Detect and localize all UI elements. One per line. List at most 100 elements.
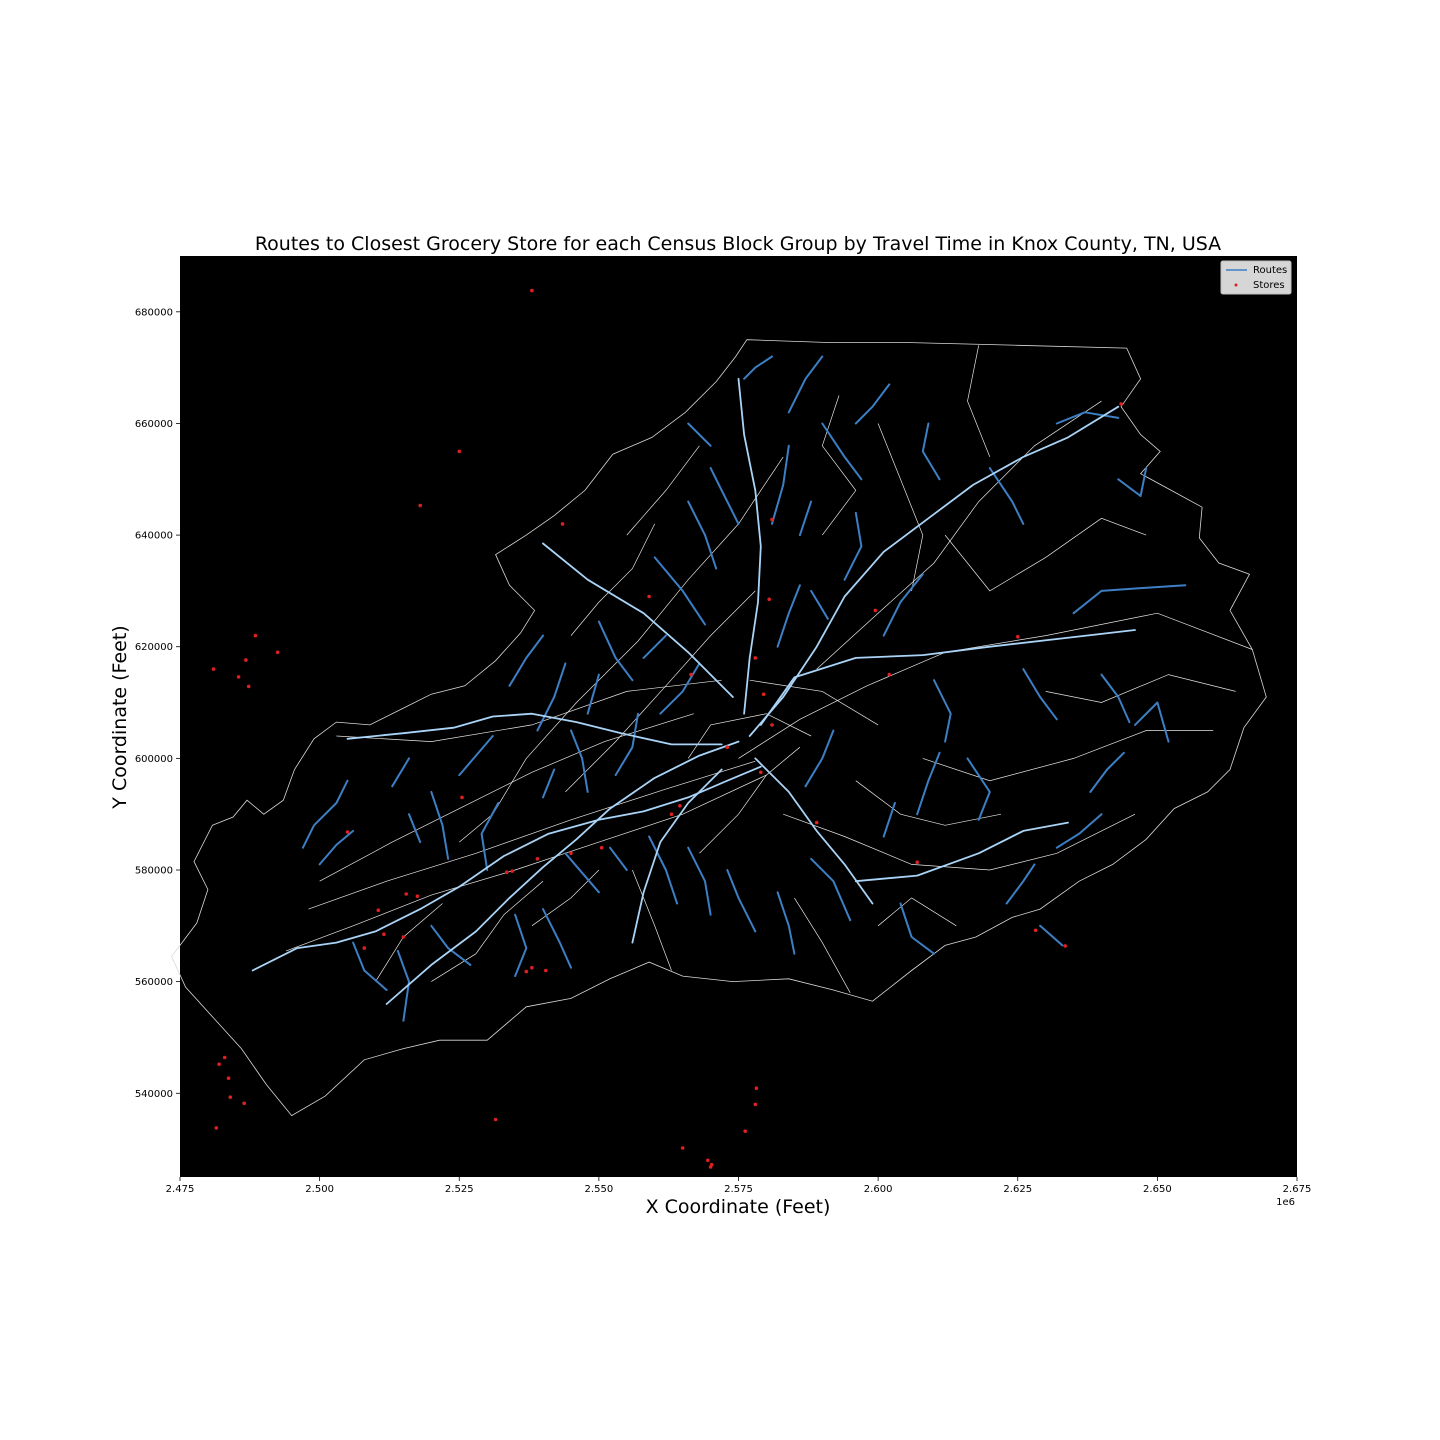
block-group-boundary [944,517,1147,592]
block-group-boundary [431,880,544,982]
store-point [510,869,515,873]
route-line [659,662,701,715]
store-point [706,1158,710,1163]
store-point [767,597,771,602]
y-axis: 540000 560000 580000 600000 620000 640000 6600… [135,307,180,1100]
store-point [708,1165,713,1169]
route-line [1134,701,1170,743]
route-line [966,757,991,821]
store-point [504,870,509,874]
y-tick-label: 580000 [135,866,173,877]
block-group-boundary [308,760,756,910]
x-tick-label: 2.475 [166,1184,195,1195]
route-line [1039,924,1064,947]
route-line [352,941,388,991]
x-tick-label: 2.600 [864,1184,893,1195]
store-point [211,667,216,671]
route-line [687,422,712,447]
route-line [301,779,349,849]
store-point [253,633,258,638]
store-point [1119,402,1123,406]
store-point [743,1129,747,1133]
chart-title: Routes to Closest Grocery Store for each… [255,233,1221,255]
route-line [854,383,891,425]
y-tick-label: 640000 [135,531,173,542]
store-point [680,1146,685,1150]
main-route-line [542,542,734,698]
x-tick-label: 2.625 [1003,1184,1032,1195]
store-point [376,908,381,912]
store-point [214,1126,219,1130]
route-line [1117,467,1148,497]
main-route-line [854,821,1069,883]
route-line [743,355,773,380]
block-group-boundary [877,423,924,591]
store-point [382,932,386,936]
block-group-boundary [783,813,1136,871]
main-route-line [759,629,1136,726]
route-line [430,790,450,860]
store-point [222,1055,227,1060]
y-tick-label: 660000 [135,419,173,430]
legend-routes-label: Routes [1253,265,1287,276]
route-line [726,869,757,933]
store-point [761,692,766,696]
store-point [493,1117,498,1122]
store-point [560,522,565,526]
store-point [530,288,534,293]
store-point [275,650,280,655]
legend-stores-swatch [1234,283,1238,287]
store-point [345,830,350,834]
store-point [678,804,682,808]
store-point [535,857,540,861]
x-tick-label: 2.575 [724,1184,753,1195]
route-line [396,949,410,1022]
store-point [404,892,409,896]
main-route-line [346,712,723,746]
y-axis-title: Y Coordinate (Feet) [109,625,131,809]
route-line [642,634,667,659]
store-point [246,684,251,689]
route-line [536,662,567,732]
route-line [318,829,355,866]
route-line [597,620,634,682]
store-point [814,820,819,825]
store-point [669,812,674,816]
route-line [1005,863,1036,905]
store-point [753,656,758,660]
x-tick-label: 2.500 [305,1184,334,1195]
route-line [508,634,544,687]
route-line [648,835,679,905]
block-group-boundary [687,713,812,759]
route-line [480,802,500,871]
main-routes-layer [251,377,1136,1005]
route-line [988,467,1025,525]
x-tick-label: 2.650 [1143,1184,1172,1195]
block-group-boundary [531,869,600,927]
store-point [415,894,420,898]
store-point [217,1062,221,1066]
store-point [418,503,423,508]
store-point [599,845,604,850]
route-line [882,802,896,838]
block-group-boundary [632,869,672,971]
route-line [810,589,829,620]
block-group-boundary [285,774,767,952]
route-line [408,813,422,844]
block-group-boundary [821,395,857,536]
block-group-boundary [877,897,957,927]
block-group-boundary [336,679,722,742]
store-point [1063,944,1067,948]
store-point [689,672,693,677]
store-point [228,1095,233,1099]
main-route-line [754,757,874,905]
block-group-boundaries [171,339,1267,1117]
route-line [1089,751,1125,793]
store-point [915,860,919,864]
route-line [921,422,941,481]
y-tick-label: 620000 [135,642,173,653]
legend-stores-label: Stores [1253,280,1285,291]
stores-layer [211,288,1123,1169]
y-tick-label: 680000 [135,307,173,318]
